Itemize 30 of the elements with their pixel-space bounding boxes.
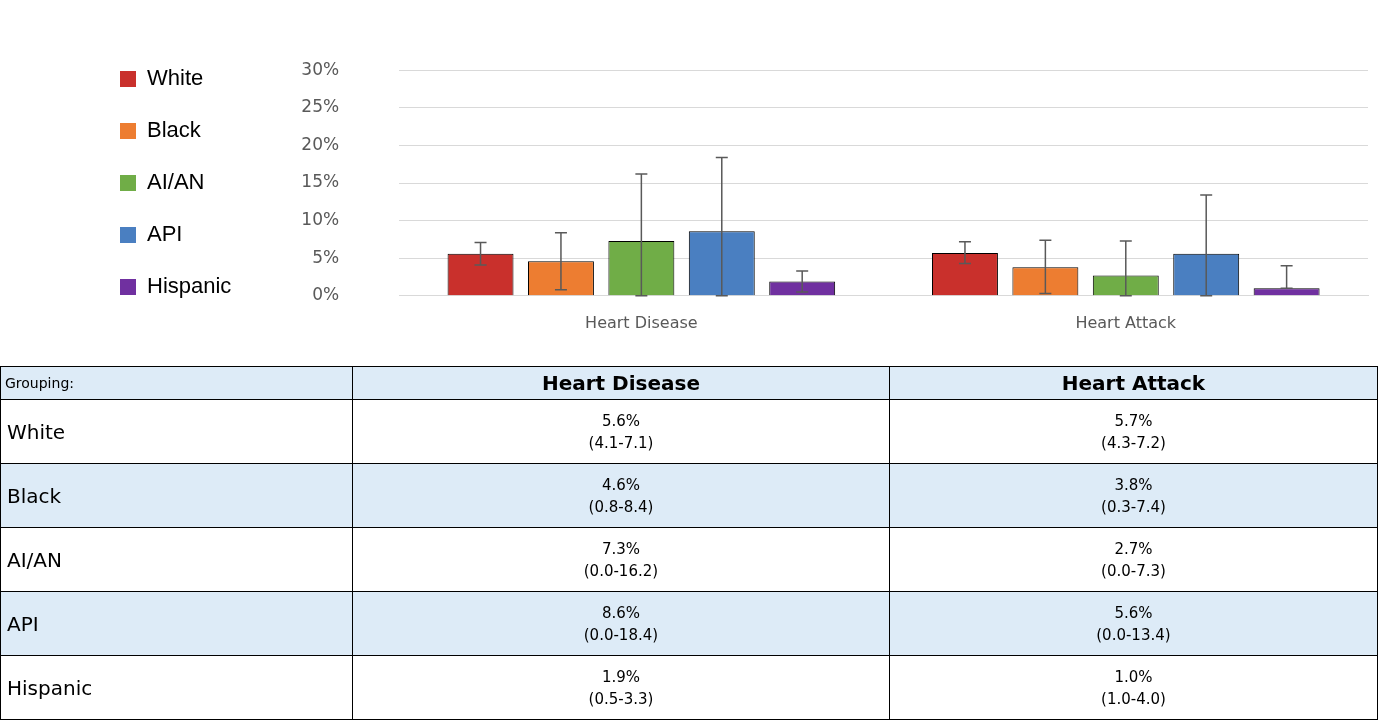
legend-label: Hispanic	[147, 273, 232, 299]
text: AI/AN	[7, 547, 62, 572]
data-label: 1.0% (1.0-4.0)	[889, 655, 1378, 720]
legend-label: API	[147, 221, 183, 247]
text: Grouping:	[0, 366, 353, 400]
y-tick-label: 25%	[301, 96, 340, 117]
data-label: 7.3% (0.0-16.2)	[352, 527, 890, 592]
data-label: 3.8% (0.3-7.4)	[889, 463, 1378, 528]
y-tick-label: 30%	[301, 58, 340, 79]
legend-label: Black	[147, 117, 202, 143]
data-label: 5.7% (4.3-7.2)	[889, 399, 1378, 464]
data-label: 5.6% (4.1-7.1)	[352, 399, 890, 464]
data-label: 5.6% (0.0-13.4)	[889, 591, 1378, 656]
y-tick-label: 5%	[312, 246, 340, 267]
text: White	[7, 419, 66, 444]
text: Hispanic	[7, 675, 93, 700]
legend-label: AI/AN	[147, 169, 205, 195]
y-tick-label: 20%	[301, 133, 340, 154]
data-label: 4.6% (0.8-8.4)	[352, 463, 890, 528]
legend-label: White	[147, 65, 204, 91]
y-tick-label: 10%	[301, 209, 340, 230]
data-label: 1.9% (0.5-3.3)	[352, 655, 890, 720]
category-label: Heart Attack	[1061, 371, 1206, 395]
text: API	[7, 611, 39, 636]
y-tick-label: 15%	[301, 171, 340, 192]
y-tick-label: 0%	[312, 284, 340, 305]
text: Black	[7, 483, 62, 508]
category-label: Heart Disease	[541, 371, 700, 395]
data-label: 2.7% (0.0-7.3)	[889, 527, 1378, 592]
data-label: 8.6% (0.0-18.4)	[352, 591, 890, 656]
